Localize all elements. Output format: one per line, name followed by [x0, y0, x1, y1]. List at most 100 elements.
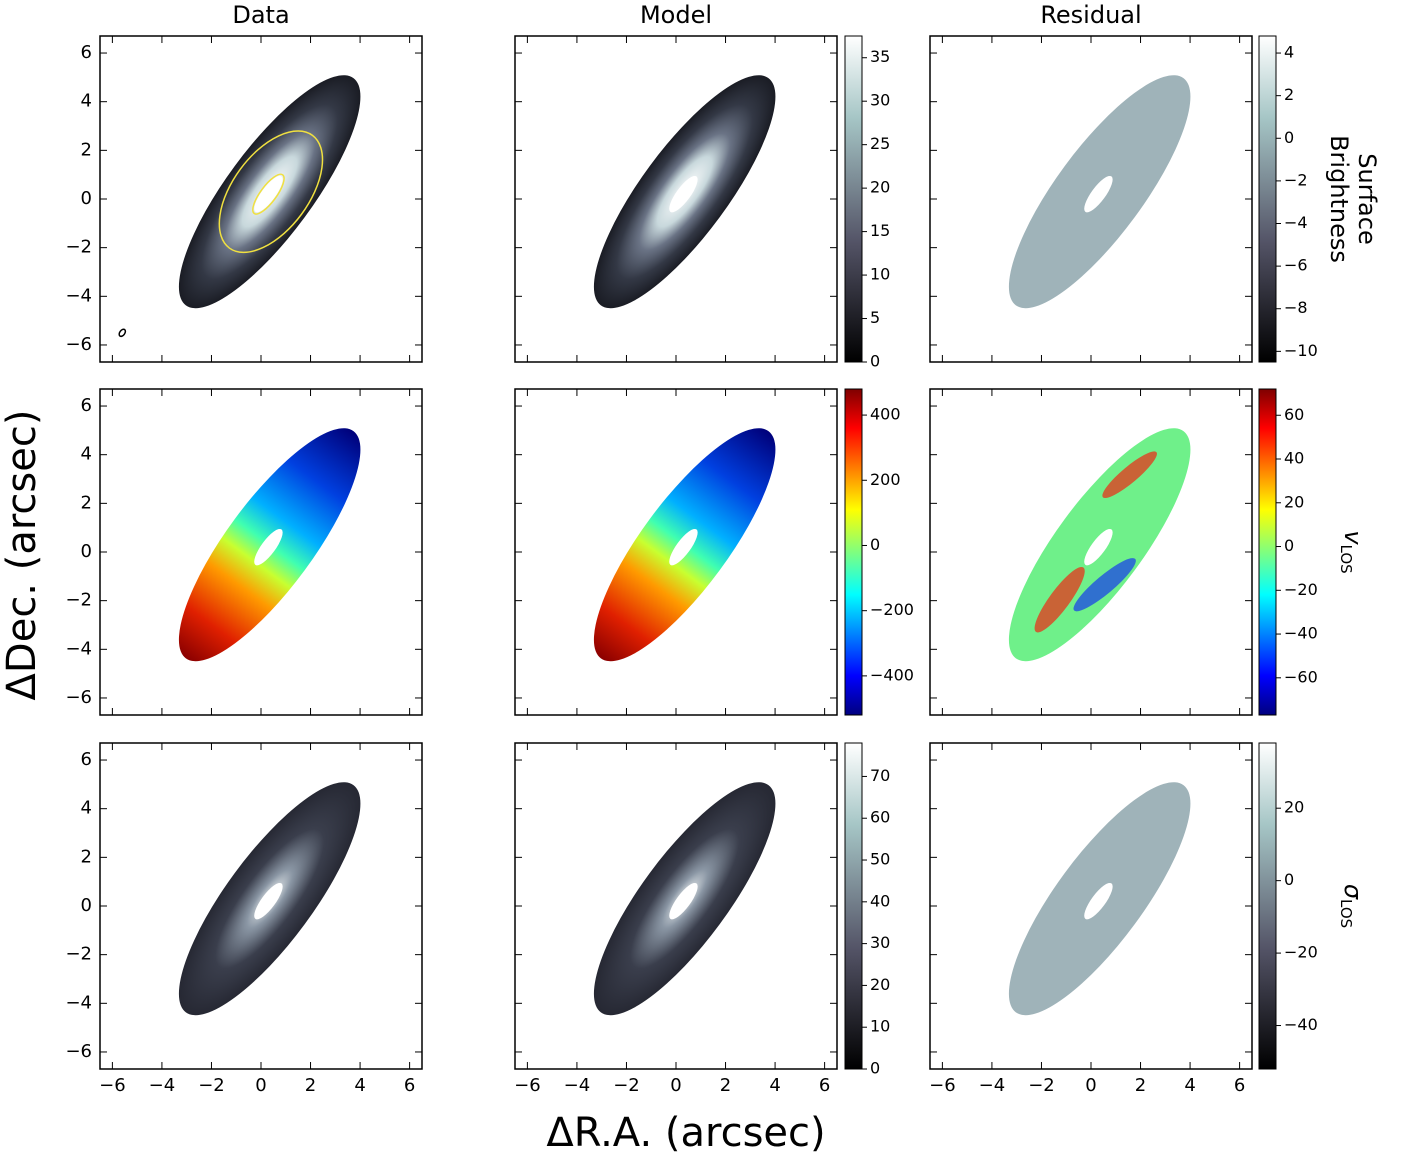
y-tick-label: 2 [81, 139, 92, 160]
x-tick-label: −2 [198, 1075, 225, 1096]
panel: −6 −4 −2 0 2 4 6 −6 −4 −2 0 2 4 6 [65, 742, 423, 1096]
colorbar-tick-label: 4 [1284, 43, 1294, 62]
y-tick-label: −4 [65, 638, 92, 659]
x-tick-label: 4 [1184, 1075, 1195, 1096]
y-tick-label: 2 [81, 846, 92, 867]
y-tick-label: 6 [81, 749, 92, 770]
y-tick-label: 6 [81, 395, 92, 416]
colorbar-tick-label: 35 [870, 47, 890, 66]
colorbar-tick-label: 200 [870, 470, 901, 489]
row-label-line: Brightness [1325, 135, 1353, 263]
disk-hole [669, 175, 698, 213]
colorbar [844, 35, 863, 363]
contour [218, 130, 324, 254]
colorbar-tick-label: 400 [870, 405, 901, 424]
colorbar-tick-label: 0 [870, 1059, 880, 1078]
colorbar-tick-label: 5 [870, 308, 880, 327]
colorbar [1258, 388, 1277, 716]
colorbar-tick-label: −6 [1284, 256, 1308, 275]
colorbar-tick-label: 0 [870, 535, 880, 554]
colorbar-tick-label: 0 [1284, 870, 1294, 889]
colorbar-tick-label: −8 [1284, 298, 1308, 317]
colorbar-tick-label: 25 [870, 134, 890, 153]
x-tick-label: 2 [1135, 1075, 1146, 1096]
x-tick-label: −4 [149, 1075, 176, 1096]
row-label: σLOS [1338, 884, 1368, 928]
y-tick-label: 4 [81, 91, 92, 112]
x-tick-label: 0 [670, 1075, 681, 1096]
panel: −10 −8 −6 −4 −2 0 2 4 [929, 35, 1318, 363]
colorbar-tick-label: −40 [1284, 1015, 1318, 1034]
x-axis-label: ΔR.A. (arcsec) [546, 1110, 825, 1156]
x-tick-label: 6 [1234, 1075, 1245, 1096]
disk-hole [254, 528, 283, 566]
y-tick-label: 4 [81, 798, 92, 819]
colorbar-tick-label: 0 [1284, 536, 1294, 555]
row-label-subscript: LOS [1338, 545, 1356, 574]
x-tick-label: 4 [354, 1075, 365, 1096]
x-tick-label: 2 [720, 1075, 731, 1096]
disk-hole [254, 175, 283, 213]
colorbar-tick-label: −200 [870, 600, 914, 619]
x-tick-label: −6 [99, 1075, 126, 1096]
colorbar-tick-label: 20 [870, 178, 890, 197]
colorbar-tick-label: 0 [1284, 128, 1294, 147]
colorbar-tick-label: 15 [870, 221, 890, 240]
x-tick-label: −4 [979, 1075, 1006, 1096]
colorbar-tick-label: 70 [870, 766, 890, 785]
panel: −60 −40 −20 0 20 40 60 [929, 388, 1318, 716]
row-label: SurfaceBrightness [1325, 135, 1381, 263]
y-tick-label: 6 [81, 42, 92, 63]
panel: −6 −4 −2 0 2 4 6 [65, 388, 423, 716]
colorbar-tick-label: 20 [870, 975, 890, 994]
residual-patch [1073, 558, 1136, 612]
y-tick-label: −6 [65, 334, 92, 355]
y-tick-label: 0 [81, 188, 92, 209]
panel: 0 5 10 15 20 25 30 35 [514, 35, 890, 371]
colorbar-tick-label: −40 [1284, 624, 1318, 643]
colorbar-tick-label: 10 [870, 1017, 890, 1036]
x-tick-label: 0 [1085, 1075, 1096, 1096]
y-tick-label: 4 [81, 444, 92, 465]
column-title: Model [640, 1, 712, 29]
x-tick-label: −2 [613, 1075, 640, 1096]
colorbar-tick-label: −20 [1284, 580, 1318, 599]
colorbar-tick-label: 10 [870, 265, 890, 284]
colorbar-tick-label: −20 [1284, 943, 1318, 962]
x-tick-label: 0 [255, 1075, 266, 1096]
row-label-symbol: v [1339, 530, 1367, 545]
disk-hole [669, 882, 698, 920]
column-title: Data [232, 1, 289, 29]
y-axis-label: ΔDec. (arcsec) [0, 410, 45, 701]
y-tick-label: −4 [65, 992, 92, 1013]
colorbar [1258, 35, 1277, 363]
x-tick-label: −6 [514, 1075, 541, 1096]
colorbar-tick-label: −4 [1284, 213, 1308, 232]
residual-patch [1102, 451, 1157, 499]
colorbar-tick-label: −10 [1284, 341, 1318, 360]
disk-hole [1084, 175, 1113, 213]
colorbar-tick-label: 60 [1284, 405, 1304, 424]
colorbar [1258, 742, 1277, 1070]
x-tick-label: 6 [404, 1075, 415, 1096]
panel: −400 −200 0 200 400 [514, 388, 914, 716]
colorbar-tick-label: −2 [1284, 170, 1308, 189]
y-tick-label: 2 [81, 492, 92, 513]
colorbar-tick-label: 20 [1284, 492, 1304, 511]
colorbar-tick-label: 30 [870, 91, 890, 110]
y-tick-label: −2 [65, 944, 92, 965]
colorbar [844, 742, 863, 1070]
y-tick-label: −4 [65, 285, 92, 306]
colorbar-tick-label: 50 [870, 850, 890, 869]
disk-hole [254, 882, 283, 920]
y-tick-label: −6 [65, 687, 92, 708]
x-tick-label: −6 [929, 1075, 956, 1096]
y-tick-label: −2 [65, 590, 92, 611]
row-label-subscript: LOS [1338, 899, 1356, 928]
y-tick-label: −6 [65, 1041, 92, 1062]
x-tick-label: −2 [1028, 1075, 1055, 1096]
colorbar-tick-label: 2 [1284, 85, 1294, 104]
